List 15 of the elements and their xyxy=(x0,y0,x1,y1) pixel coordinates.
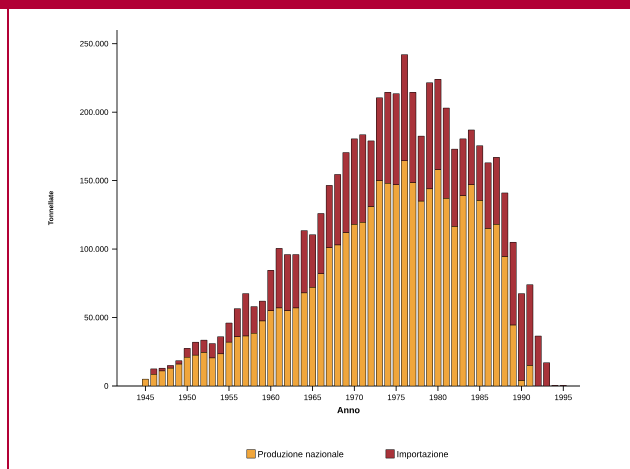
bar xyxy=(284,254,291,311)
bar xyxy=(226,322,232,342)
bar xyxy=(342,232,350,386)
bar xyxy=(284,310,291,386)
bar xyxy=(460,138,466,196)
bar xyxy=(460,195,466,386)
bar xyxy=(518,293,525,381)
bar xyxy=(401,54,408,162)
bar xyxy=(226,342,232,386)
legend-label: Importazione xyxy=(397,450,448,460)
x-axis-title: Anno xyxy=(337,406,360,414)
bar xyxy=(401,160,408,386)
bar xyxy=(342,152,350,233)
legend-label: Produzione nazionale xyxy=(258,450,344,458)
bar xyxy=(167,368,174,386)
